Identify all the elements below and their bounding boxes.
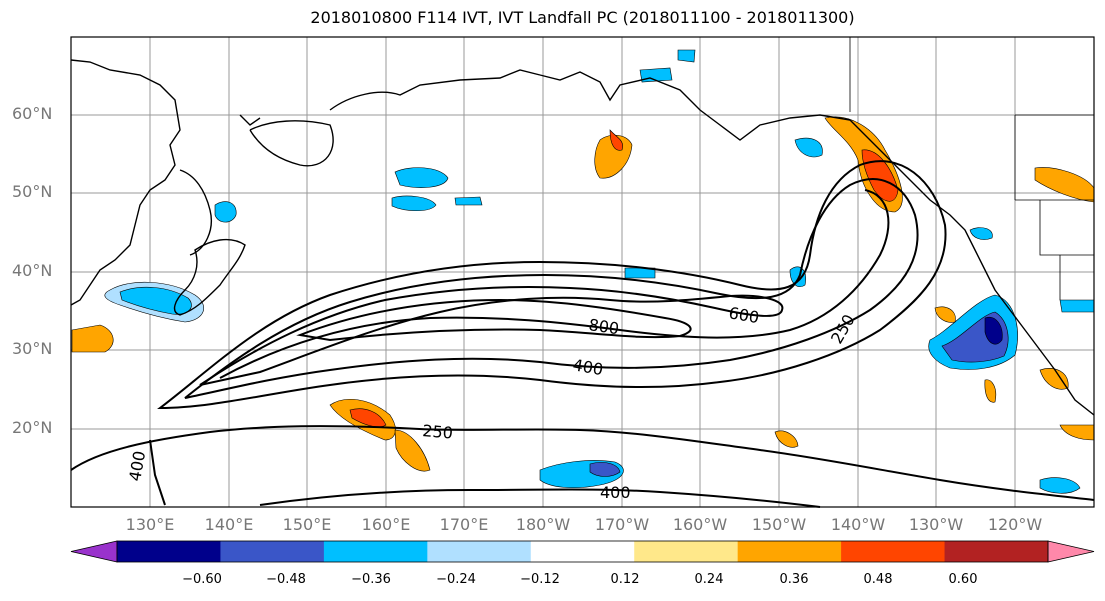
colorbar-segment — [841, 541, 946, 562]
colorbar-segment — [117, 541, 221, 562]
lon-label-170e: 170°E — [439, 515, 489, 534]
contour-label-250-south: 250 — [422, 421, 454, 443]
contour-label-400-south: 400 — [600, 483, 631, 502]
alaska-coast — [539, 71, 851, 141]
lon-label-140w: 140°W — [830, 515, 886, 534]
colorbar-segment — [323, 541, 428, 562]
neg-patch-tropics-strong — [589, 462, 621, 477]
neg-patch-coast — [969, 227, 993, 240]
neg-patch-east-edge — [1059, 299, 1095, 313]
pos-patch-west-edge — [71, 324, 114, 353]
colorbar-segment — [220, 541, 325, 562]
colorbar-tick-label: 0.48 — [863, 572, 893, 587]
colorbar-outline — [116, 540, 1049, 563]
colorbar-tick-label: −0.48 — [266, 572, 306, 587]
contour-800 — [296, 298, 692, 342]
okhotsk-north — [249, 120, 334, 167]
neg-patch-japan-core — [119, 286, 192, 315]
lon-label-160w: 160°W — [672, 515, 728, 534]
lat-label-20n: 20°N — [12, 418, 53, 437]
colorbar-arrow-low — [70, 540, 118, 563]
colorbar-arrow-high — [1047, 540, 1095, 563]
colorbar-tick-label: 0.12 — [610, 572, 640, 587]
pos-patch-offshore-2 — [984, 379, 997, 403]
kamchatka-tip — [239, 114, 261, 126]
neg-patch-alaska-2 — [677, 49, 696, 63]
colorbar-tick-label: 0.60 — [948, 572, 978, 587]
contour-400-lower — [219, 189, 890, 379]
lon-label-150e: 150°E — [282, 515, 332, 534]
neg-patch-alaska-3 — [794, 137, 823, 158]
colorbar-tick-label: 0.24 — [694, 572, 724, 587]
contour-250-outer — [157, 160, 947, 410]
lon-label-130w: 130°W — [908, 515, 964, 534]
colorbar-segment — [634, 541, 739, 562]
contour-label-800: 800 — [587, 315, 620, 338]
sakhalin — [179, 169, 212, 256]
political-borders — [849, 37, 1094, 300]
pos-patch-subtrop-2 — [394, 429, 431, 472]
colorbar-segment — [944, 541, 1049, 562]
colorbar — [70, 540, 1095, 563]
chukotka — [329, 69, 541, 111]
coastlines — [70, 59, 1095, 416]
pos-patch-hawaii-east — [774, 430, 799, 448]
lon-label-170w: 170°W — [594, 515, 650, 534]
neg-patch-bering-2 — [391, 195, 437, 212]
colorbar-tick-label: −0.60 — [182, 572, 222, 587]
lon-label-180w: 180°W — [515, 515, 571, 534]
contour-400-sw — [149, 439, 166, 506]
map-frame — [70, 36, 1095, 508]
colorbar-segment — [530, 541, 635, 562]
pos-patch-ca-offshore — [934, 306, 956, 323]
neg-patch-bering-1 — [394, 167, 449, 188]
contour-600 — [199, 285, 784, 386]
colorbar-tick-label: 0.36 — [779, 572, 809, 587]
neg-patch-mid-pacific — [789, 266, 806, 288]
north-america-coast — [849, 119, 1095, 416]
lat-label-50n: 50°N — [12, 182, 53, 201]
lat-label-30n: 30°N — [12, 339, 53, 358]
colorbar-segment — [737, 541, 842, 562]
lat-label-60n: 60°N — [12, 104, 53, 123]
neg-patch-kamchatka — [214, 201, 237, 223]
lon-label-140e: 140°E — [204, 515, 254, 534]
colorbar-tick-label: −0.24 — [436, 572, 476, 587]
neg-patch-bering-3 — [454, 196, 483, 206]
lon-label-120w: 120°W — [987, 515, 1043, 534]
pos-patch-bering-core — [609, 129, 623, 151]
asia-coast — [70, 59, 181, 306]
pos-patch-baja — [1039, 368, 1069, 390]
map-title: 2018010800 F114 IVT, IVT Landfall PC (20… — [310, 8, 855, 27]
colorbar-segment — [427, 541, 532, 562]
contour-400-upper — [184, 178, 919, 399]
neg-patch-se-corner — [1039, 477, 1081, 494]
colorbar-tick-label: −0.36 — [351, 572, 391, 587]
lat-label-40n: 40°N — [12, 261, 53, 280]
contour-400-south — [259, 488, 821, 508]
ivt-contours — [70, 160, 1095, 508]
japan — [173, 238, 246, 316]
border-states-1 — [1039, 200, 1094, 256]
contour-250-south — [70, 425, 1095, 501]
anomaly-fill — [71, 49, 1095, 494]
lon-label-130e: 130°E — [125, 515, 175, 534]
lon-label-150w: 150°W — [751, 515, 807, 534]
lon-label-160e: 160°E — [361, 515, 411, 534]
colorbar-tick-label: −0.12 — [520, 572, 560, 587]
pos-patch-subtrop-1-core — [349, 408, 387, 428]
neg-patch-california-max — [984, 316, 1003, 345]
